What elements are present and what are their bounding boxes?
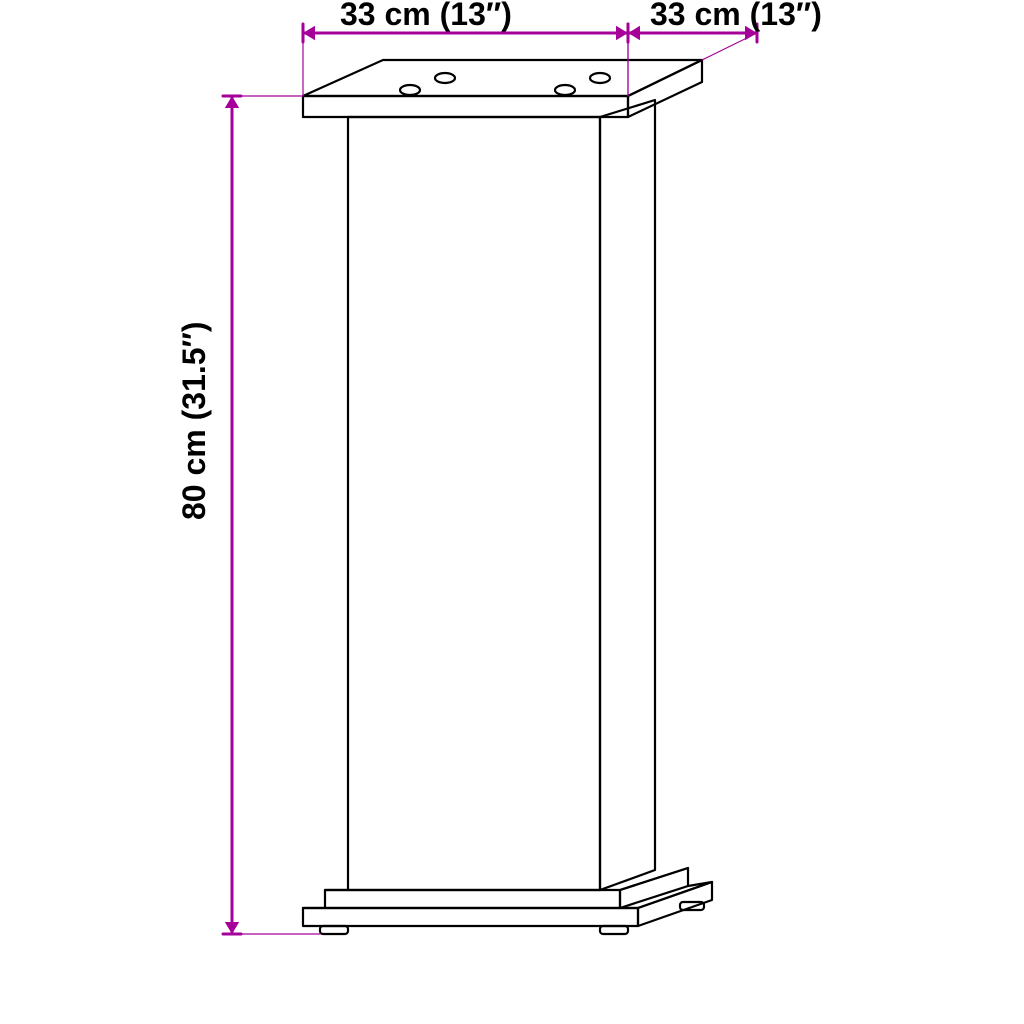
height-label: 80 cm (31.5″)	[176, 321, 212, 520]
width-label: 33 cm (13″)	[340, 0, 512, 32]
product-outline	[303, 60, 712, 934]
depth-label: 33 cm (13″)	[650, 0, 822, 32]
